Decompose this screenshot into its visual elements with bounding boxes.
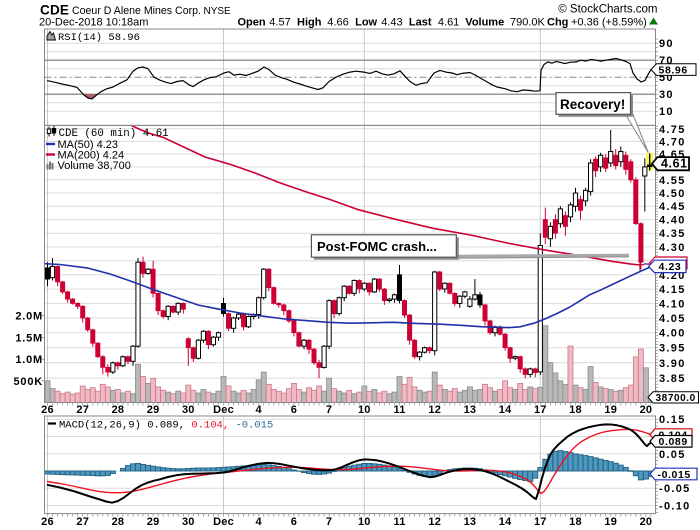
svg-text:Open: Open (238, 17, 266, 29)
svg-text:Volume 38,700: Volume 38,700 (58, 160, 131, 172)
svg-text:RSI(14) 58.96: RSI(14) 58.96 (58, 32, 140, 44)
svg-text:17: 17 (534, 516, 547, 528)
svg-text:4.15: 4.15 (659, 284, 686, 296)
svg-text:CDE (60 min) 4.61: CDE (60 min) 4.61 (59, 128, 169, 140)
svg-text:1.0M: 1.0M (15, 354, 43, 366)
svg-text:4.05: 4.05 (659, 313, 686, 325)
svg-text:0.089: 0.089 (659, 436, 688, 448)
svg-text:0.15: 0.15 (659, 414, 686, 426)
svg-text:20-Dec-2018 10:18am: 20-Dec-2018 10:18am (39, 17, 148, 29)
svg-text:MACD(12,26,9) 0.089, 0.104, -0: MACD(12,26,9) 0.089, 0.104, -0.015 (59, 420, 273, 432)
svg-text:3.85: 3.85 (659, 373, 686, 385)
svg-text:4.61: 4.61 (438, 17, 459, 29)
svg-text:4.50: 4.50 (659, 188, 686, 200)
svg-text:19: 19 (604, 516, 617, 528)
svg-text:13: 13 (464, 404, 477, 416)
svg-text:4.70: 4.70 (659, 136, 686, 148)
svg-text:7: 7 (326, 404, 332, 416)
svg-text:4.45: 4.45 (659, 201, 686, 213)
svg-text:High: High (297, 17, 322, 29)
svg-text:1.5M: 1.5M (15, 332, 43, 344)
svg-text:4: 4 (256, 404, 263, 416)
svg-text:Post-FOMC crash...: Post-FOMC crash... (317, 239, 437, 254)
svg-text:10: 10 (358, 404, 371, 416)
svg-text:30: 30 (182, 516, 195, 528)
svg-text:Recovery!: Recovery! (560, 97, 625, 112)
svg-text:26: 26 (41, 516, 54, 528)
svg-text:4.23: 4.23 (659, 261, 682, 273)
svg-text:500K: 500K (14, 376, 44, 388)
svg-text:4.35: 4.35 (659, 228, 686, 240)
svg-text:6: 6 (291, 516, 297, 528)
svg-text:Dec: Dec (213, 516, 234, 528)
svg-text:28: 28 (112, 516, 125, 528)
svg-text:4.40: 4.40 (659, 215, 686, 227)
svg-text:58.96: 58.96 (659, 64, 688, 76)
svg-text:4.61: 4.61 (661, 157, 688, 171)
svg-text:-0.05: -0.05 (659, 483, 691, 495)
svg-text:Volume: Volume (465, 17, 504, 29)
svg-text:18: 18 (569, 404, 582, 416)
svg-text:4.55: 4.55 (659, 175, 686, 187)
svg-text:790.0K: 790.0K (510, 17, 546, 29)
svg-text:Low: Low (355, 17, 377, 29)
svg-text:-0.015: -0.015 (658, 469, 691, 481)
svg-text:30: 30 (659, 89, 674, 101)
svg-text:4.43: 4.43 (381, 17, 402, 29)
svg-text:14: 14 (499, 516, 512, 528)
svg-text:12: 12 (428, 516, 441, 528)
svg-text:3.95: 3.95 (659, 343, 686, 355)
svg-text:3.90: 3.90 (659, 358, 686, 370)
svg-text:MA(50) 4.23: MA(50) 4.23 (58, 139, 119, 151)
svg-text:-0.10: -0.10 (659, 501, 691, 513)
svg-text:Dec: Dec (213, 404, 234, 416)
svg-text:4.30: 4.30 (659, 242, 686, 254)
svg-text:26: 26 (41, 404, 54, 416)
svg-text:10: 10 (358, 516, 371, 528)
svg-text:Chg: Chg (547, 17, 568, 29)
svg-text:4.75: 4.75 (659, 124, 686, 136)
svg-text:27: 27 (76, 404, 89, 416)
svg-text:90: 90 (659, 38, 674, 50)
svg-text:4.00: 4.00 (659, 328, 686, 340)
svg-text:NYSE: NYSE (204, 6, 232, 17)
svg-text:19: 19 (604, 404, 617, 416)
svg-text:11: 11 (393, 516, 405, 528)
svg-text:2.0M: 2.0M (15, 311, 43, 323)
svg-text:10: 10 (659, 106, 674, 118)
svg-text:27: 27 (76, 516, 89, 528)
svg-text:29: 29 (147, 516, 160, 528)
svg-text:12: 12 (428, 404, 441, 416)
svg-text:4.10: 4.10 (659, 298, 686, 310)
svg-text:17: 17 (534, 404, 547, 416)
svg-text:0.05: 0.05 (659, 449, 686, 461)
svg-text:4: 4 (256, 516, 263, 528)
svg-text:29: 29 (147, 404, 160, 416)
svg-text:7: 7 (326, 516, 332, 528)
svg-text:Last: Last (409, 17, 432, 29)
svg-text:MA(200) 4.24: MA(200) 4.24 (58, 150, 125, 162)
svg-text:18: 18 (569, 516, 582, 528)
svg-text:20: 20 (640, 404, 653, 416)
svg-text:30: 30 (182, 404, 195, 416)
svg-text:CDE: CDE (40, 3, 69, 18)
svg-text:38700.0: 38700.0 (656, 393, 696, 404)
svg-text:14: 14 (499, 404, 512, 416)
svg-text:+0.36 (+8.59%): +0.36 (+8.59%) (571, 17, 647, 29)
svg-text:© StockCharts.com: © StockCharts.com (558, 4, 657, 16)
svg-text:4.57: 4.57 (269, 17, 290, 29)
svg-text:11: 11 (393, 404, 405, 416)
svg-text:20: 20 (640, 516, 653, 528)
svg-text:Coeur D Alene Mines Corp.: Coeur D Alene Mines Corp. (72, 5, 201, 17)
svg-text:28: 28 (112, 404, 125, 416)
svg-text:13: 13 (464, 516, 477, 528)
svg-text:6: 6 (291, 404, 297, 416)
svg-text:4.66: 4.66 (327, 17, 348, 29)
